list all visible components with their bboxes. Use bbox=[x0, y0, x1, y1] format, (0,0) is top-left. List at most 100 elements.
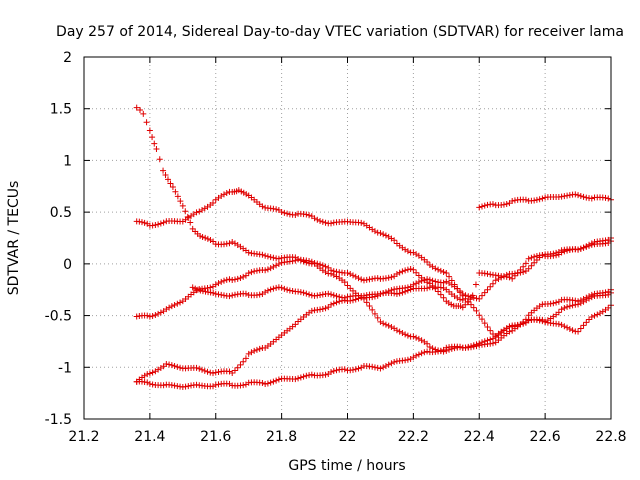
data-point bbox=[465, 293, 472, 300]
y-axis-label: SDTVAR / TECUs bbox=[6, 181, 22, 296]
data-point bbox=[322, 219, 329, 226]
data-point bbox=[377, 230, 384, 237]
y-tick-label: 2 bbox=[63, 50, 72, 66]
data-point bbox=[162, 172, 169, 179]
data-point bbox=[352, 366, 359, 373]
data-point bbox=[322, 263, 329, 270]
data-point bbox=[231, 276, 238, 283]
data-point bbox=[215, 280, 222, 287]
data-point bbox=[369, 294, 376, 301]
data-point bbox=[297, 374, 304, 381]
data-point bbox=[396, 328, 403, 335]
data-point bbox=[248, 269, 255, 276]
data-point bbox=[472, 281, 479, 288]
data-point bbox=[489, 335, 496, 342]
data-point bbox=[443, 344, 450, 351]
data-point bbox=[522, 260, 529, 267]
data-point bbox=[275, 261, 282, 268]
data-point bbox=[143, 119, 150, 126]
data-point bbox=[413, 334, 420, 341]
data-point bbox=[418, 277, 425, 284]
data-point bbox=[259, 251, 266, 258]
y-tick-label: 0 bbox=[63, 257, 72, 273]
data-point bbox=[539, 195, 546, 202]
data-point bbox=[314, 216, 321, 223]
data-point bbox=[424, 285, 431, 292]
data-point bbox=[349, 366, 356, 373]
data-point bbox=[468, 343, 475, 350]
data-point bbox=[525, 255, 532, 262]
data-point bbox=[234, 364, 241, 371]
data-point bbox=[577, 300, 584, 307]
data-point bbox=[193, 381, 200, 388]
data-point bbox=[207, 237, 214, 244]
data-point bbox=[240, 382, 247, 389]
data-point bbox=[133, 104, 140, 111]
data-point bbox=[564, 303, 571, 310]
data-point bbox=[465, 343, 472, 350]
data-point bbox=[174, 300, 181, 307]
data-point bbox=[273, 206, 280, 213]
data-point bbox=[550, 300, 557, 307]
data-point bbox=[558, 321, 565, 328]
data-point bbox=[149, 369, 156, 376]
data-point bbox=[553, 249, 560, 256]
data-point bbox=[470, 304, 477, 311]
data-point bbox=[314, 292, 321, 299]
data-point bbox=[487, 271, 494, 278]
data-point bbox=[580, 298, 587, 305]
data-point bbox=[418, 350, 425, 357]
data-point bbox=[476, 312, 483, 319]
data-point bbox=[234, 275, 241, 282]
data-point bbox=[440, 279, 447, 286]
x-axis: 21.2 21.4 21.6 21.8 22 22.2 22.4 22.6 22.8 bbox=[68, 57, 627, 445]
data-point bbox=[457, 343, 464, 350]
data-point bbox=[396, 290, 403, 297]
data-point bbox=[437, 267, 444, 274]
data-point bbox=[341, 366, 348, 373]
data-point bbox=[484, 270, 491, 277]
data-point bbox=[317, 291, 324, 298]
data-point bbox=[297, 289, 304, 296]
data-point bbox=[435, 266, 442, 273]
data-point bbox=[586, 316, 593, 323]
data-point bbox=[385, 233, 392, 240]
data-point bbox=[478, 292, 485, 299]
data-point bbox=[210, 238, 217, 245]
data-point bbox=[262, 267, 269, 274]
data-point bbox=[391, 290, 398, 297]
data-point bbox=[366, 303, 373, 310]
data-point bbox=[478, 339, 485, 346]
data-point bbox=[520, 263, 527, 270]
data-point bbox=[522, 196, 529, 203]
grid bbox=[84, 57, 611, 419]
data-point bbox=[602, 194, 609, 201]
data-point bbox=[319, 218, 326, 225]
data-point bbox=[443, 269, 450, 276]
data-point bbox=[586, 242, 593, 249]
data-point bbox=[292, 376, 299, 383]
data-point bbox=[374, 314, 381, 321]
series-track-1 bbox=[133, 104, 614, 311]
data-point bbox=[270, 378, 277, 385]
data-point bbox=[558, 247, 565, 254]
data-point bbox=[432, 278, 439, 285]
data-point bbox=[369, 363, 376, 370]
data-point bbox=[177, 198, 184, 205]
data-point bbox=[212, 381, 219, 388]
data-point bbox=[528, 254, 535, 261]
data-point bbox=[144, 312, 151, 319]
data-point bbox=[210, 200, 217, 207]
data-point bbox=[245, 249, 252, 256]
x-tick-label: 22.8 bbox=[595, 429, 626, 445]
data-point bbox=[199, 234, 206, 241]
data-point bbox=[550, 250, 557, 257]
data-point bbox=[192, 285, 199, 292]
data-point bbox=[415, 335, 422, 342]
data-point bbox=[426, 343, 433, 350]
data-point bbox=[426, 276, 433, 283]
data-point bbox=[385, 361, 392, 368]
data-point bbox=[424, 348, 431, 355]
data-point bbox=[424, 258, 431, 265]
data-point bbox=[167, 180, 174, 187]
